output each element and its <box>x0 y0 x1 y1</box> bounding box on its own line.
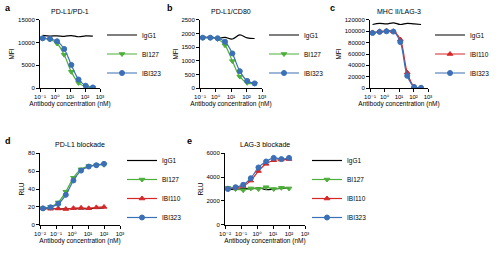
svg-text:2500: 2500 <box>181 17 195 23</box>
svg-text:10¹: 10¹ <box>66 94 75 100</box>
svg-text:10¹: 10¹ <box>269 231 278 237</box>
svg-text:60: 60 <box>28 168 35 174</box>
svg-text:IBI110: IBI110 <box>470 51 489 58</box>
svg-text:5000: 5000 <box>21 62 35 68</box>
svg-text:10²: 10² <box>100 231 109 237</box>
svg-text:10³: 10³ <box>96 94 105 100</box>
svg-text:0: 0 <box>361 85 365 91</box>
svg-text:Antibody concentration (nM): Antibody concentration (nM) <box>224 237 305 245</box>
svg-text:10⁻¹: 10⁻¹ <box>194 94 206 100</box>
svg-text:Antibody concentration (nM): Antibody concentration (nM) <box>29 100 110 108</box>
svg-text:RLU: RLU <box>18 182 25 195</box>
svg-text:10⁰: 10⁰ <box>380 94 390 100</box>
svg-text:500: 500 <box>185 72 196 78</box>
svg-text:80: 80 <box>28 150 35 156</box>
svg-text:10²: 10² <box>242 94 251 100</box>
svg-text:10²: 10² <box>285 231 294 237</box>
svg-text:20000: 20000 <box>348 74 365 80</box>
svg-text:120000: 120000 <box>345 17 366 23</box>
svg-text:Antibody concentration (nM): Antibody concentration (nM) <box>358 100 439 108</box>
svg-text:IBI323: IBI323 <box>304 70 323 77</box>
svg-text:Antibody concentration (nM): Antibody concentration (nM) <box>190 100 271 108</box>
svg-text:10⁰: 10⁰ <box>252 231 262 237</box>
svg-text:10⁻²: 10⁻² <box>219 231 231 237</box>
svg-text:d: d <box>5 136 11 146</box>
svg-text:MFI: MFI <box>172 48 179 59</box>
svg-text:PD-L1/PD-1: PD-L1/PD-1 <box>51 8 89 15</box>
svg-text:a: a <box>5 3 11 13</box>
svg-text:10⁻¹: 10⁻¹ <box>50 231 62 237</box>
svg-text:BI127: BI127 <box>347 176 364 183</box>
svg-text:0: 0 <box>31 222 35 228</box>
svg-text:PD-L1 blockade: PD-L1 blockade <box>55 141 105 148</box>
svg-text:40: 40 <box>28 186 35 192</box>
svg-text:IBI323: IBI323 <box>347 214 366 221</box>
svg-text:IBI110: IBI110 <box>162 195 181 202</box>
svg-text:BI127: BI127 <box>142 51 159 58</box>
svg-text:RLU: RLU <box>197 182 204 195</box>
svg-text:LAG-3 blockade: LAG-3 blockade <box>240 141 290 148</box>
svg-text:MFI: MFI <box>8 48 15 59</box>
svg-text:PD-L1/CD80: PD-L1/CD80 <box>211 8 251 15</box>
svg-text:IgG1: IgG1 <box>162 157 176 165</box>
svg-text:10⁰: 10⁰ <box>50 94 60 100</box>
svg-text:IBI323: IBI323 <box>142 70 161 77</box>
svg-text:IBI110: IBI110 <box>347 195 366 202</box>
svg-text:10³: 10³ <box>301 231 310 237</box>
svg-text:10⁻¹: 10⁻¹ <box>364 94 376 100</box>
svg-text:10⁰: 10⁰ <box>67 231 77 237</box>
svg-text:15000: 15000 <box>18 17 35 23</box>
svg-text:BI127: BI127 <box>304 51 321 58</box>
svg-text:2000: 2000 <box>206 198 220 204</box>
svg-text:10⁰: 10⁰ <box>211 94 221 100</box>
svg-text:IgG1: IgG1 <box>347 157 361 165</box>
svg-text:2000: 2000 <box>181 31 195 37</box>
svg-text:10⁻¹: 10⁻¹ <box>34 94 46 100</box>
svg-text:10000: 10000 <box>18 40 35 46</box>
svg-text:10⁻¹: 10⁻¹ <box>235 231 247 237</box>
svg-text:10⁻²: 10⁻² <box>34 231 46 237</box>
svg-text:1500: 1500 <box>181 44 195 50</box>
svg-text:10³: 10³ <box>258 94 267 100</box>
svg-text:e: e <box>187 136 192 146</box>
svg-text:4000: 4000 <box>206 174 220 180</box>
svg-text:20: 20 <box>28 204 35 210</box>
svg-text:10¹: 10¹ <box>84 231 93 237</box>
svg-text:10²: 10² <box>81 94 90 100</box>
svg-text:0: 0 <box>216 222 220 228</box>
svg-text:Antibody concentration (nM): Antibody concentration (nM) <box>39 237 120 245</box>
svg-text:0: 0 <box>31 85 35 91</box>
svg-text:10²: 10² <box>409 94 418 100</box>
svg-text:10³: 10³ <box>116 231 125 237</box>
svg-text:1000: 1000 <box>181 58 195 64</box>
svg-text:b: b <box>167 3 173 13</box>
svg-text:100000: 100000 <box>345 28 366 34</box>
svg-text:10³: 10³ <box>424 94 433 100</box>
svg-text:80000: 80000 <box>348 40 365 46</box>
svg-text:IgG1: IgG1 <box>470 32 484 40</box>
svg-text:IBI323: IBI323 <box>162 214 181 221</box>
svg-text:60000: 60000 <box>348 51 365 57</box>
svg-text:6000: 6000 <box>206 150 220 156</box>
svg-text:BI127: BI127 <box>162 176 179 183</box>
svg-text:IgG1: IgG1 <box>142 32 156 40</box>
svg-text:40000: 40000 <box>348 62 365 68</box>
svg-text:IgG1: IgG1 <box>304 32 318 40</box>
svg-text:IBI323: IBI323 <box>470 70 489 77</box>
svg-text:10¹: 10¹ <box>227 94 236 100</box>
svg-text:MHC II/LAG-3: MHC II/LAG-3 <box>377 8 421 15</box>
svg-text:MFI: MFI <box>335 48 342 59</box>
svg-text:c: c <box>330 3 335 13</box>
svg-text:0: 0 <box>191 85 195 91</box>
svg-text:10¹: 10¹ <box>395 94 404 100</box>
